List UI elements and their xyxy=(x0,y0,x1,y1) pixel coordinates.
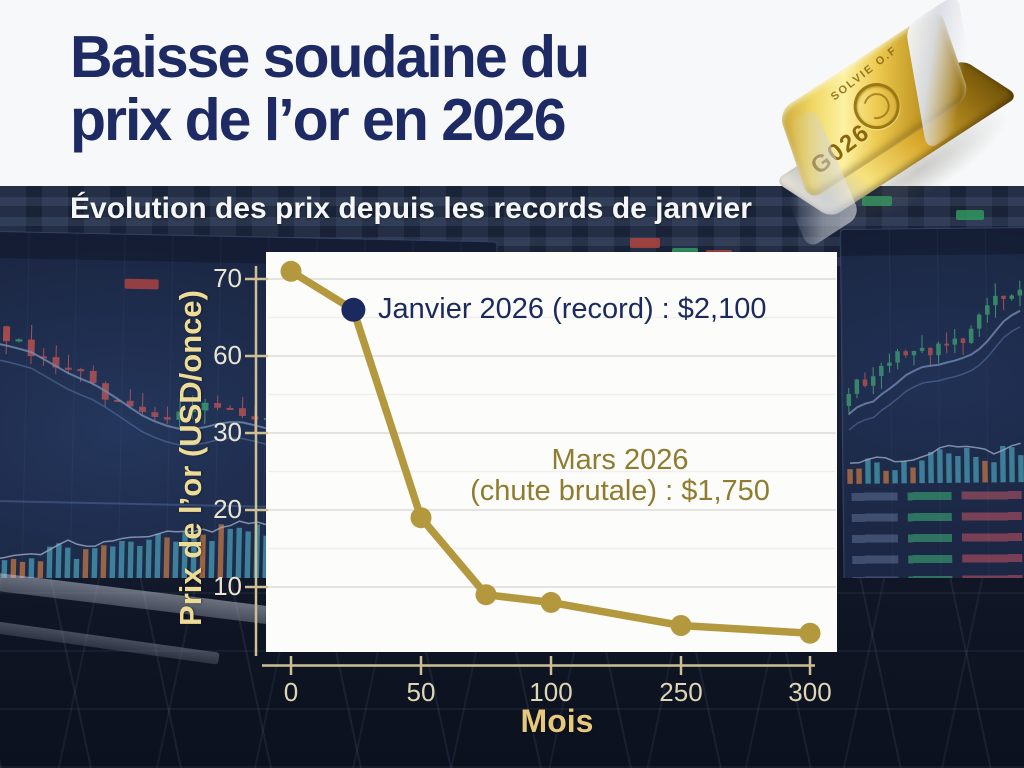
quote-column-green xyxy=(907,486,954,648)
annotation-january-record: Janvier 2026 (record) : $2,100 xyxy=(378,293,767,325)
background-volume-chart xyxy=(0,520,288,587)
annotation-march-line2: (chute brutale) : $1,750 xyxy=(470,475,770,507)
quote-column xyxy=(851,487,900,648)
annotation-march-crash: Mars 2026 (chute brutale) : $1,750 xyxy=(400,445,840,507)
chart-subtitle: Évolution des prix depuis les records de… xyxy=(70,192,752,225)
desk-edge-decor xyxy=(0,569,270,625)
ticker-cell-red xyxy=(630,238,660,248)
ticker-cell-green xyxy=(906,232,932,242)
ticker-cell-green xyxy=(994,244,1018,254)
background-candlestick-panel-right xyxy=(839,227,1024,656)
panel-badge-red xyxy=(124,278,159,290)
y-axis-title: Prix de l’or (USD/once) xyxy=(173,290,208,626)
gold-bar-illustration: SOLVIE O.F G026 xyxy=(762,0,1023,250)
title-line-1: Baisse soudaine du xyxy=(70,24,590,90)
page-title: Baisse soudaine du prix de l’or en 2026 xyxy=(70,24,590,153)
annotation-march-line1: Mars 2026 xyxy=(551,444,689,476)
background-candlestick-chart xyxy=(846,280,1023,431)
background-volume-chart xyxy=(847,442,1024,484)
title-line-2: prix de l’or en 2026 xyxy=(70,87,567,153)
gold-ingot: SOLVIE O.F G026 xyxy=(754,0,1023,250)
background-quote-table xyxy=(843,486,1024,648)
x-axis-title: Mois xyxy=(520,703,594,739)
quote-column-red xyxy=(961,486,1024,647)
